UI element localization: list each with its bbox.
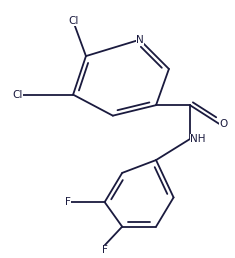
Text: O: O (219, 119, 227, 129)
Text: NH: NH (190, 134, 205, 144)
Text: Cl: Cl (12, 90, 23, 100)
Text: Cl: Cl (68, 16, 78, 26)
Text: N: N (136, 35, 144, 45)
Text: F: F (65, 197, 71, 207)
Text: F: F (102, 245, 108, 255)
